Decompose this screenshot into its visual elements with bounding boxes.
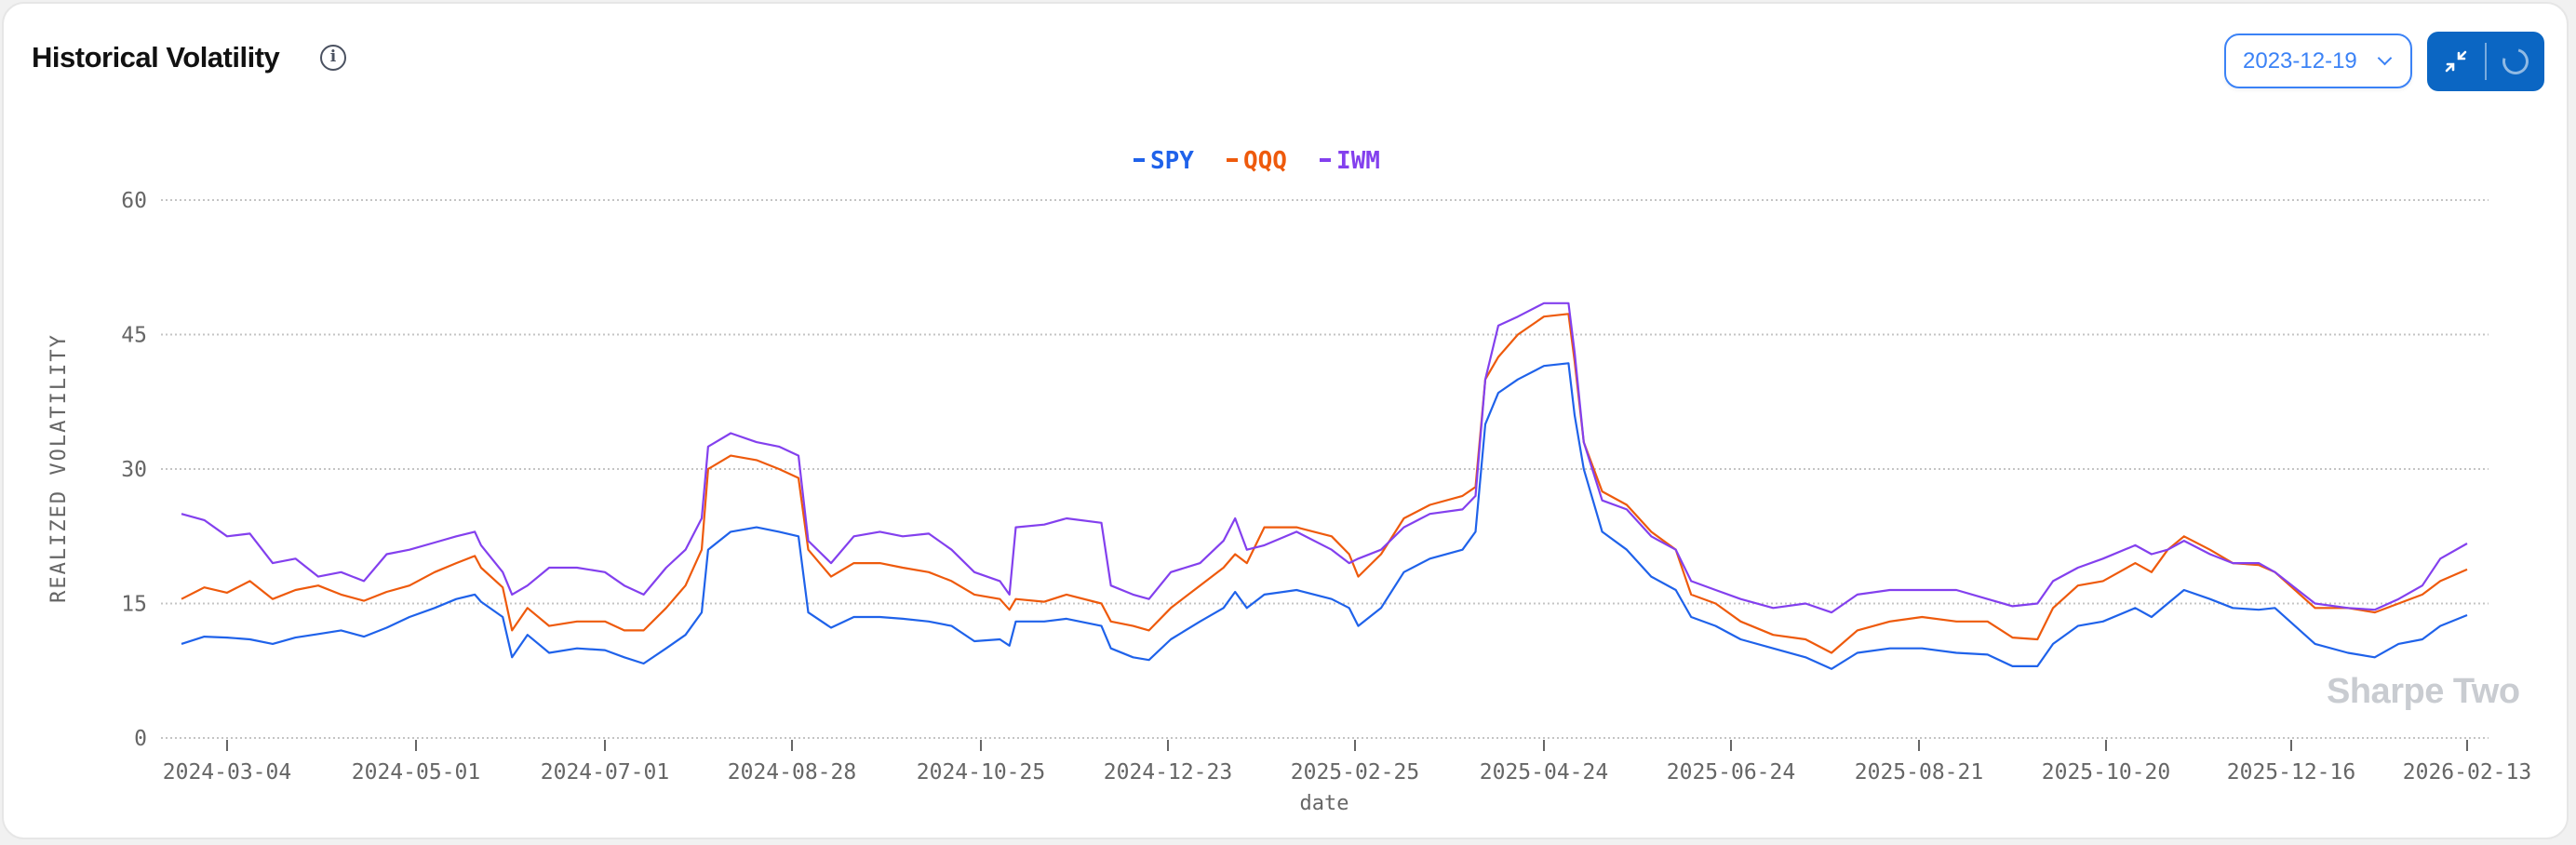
chart-action-buttons	[2427, 32, 2544, 91]
collapse-button[interactable]	[2427, 32, 2485, 91]
x-axis-label: date	[1300, 792, 1349, 815]
watermark: Sharpe Two	[2327, 672, 2520, 711]
x-tick-label: 2026-02-13	[2403, 760, 2531, 785]
x-tick-label: 2025-08-21	[1855, 760, 1983, 785]
page-title: Historical Volatility	[32, 41, 280, 74]
chart-legend: SPY QQQ IWM	[1134, 147, 1380, 175]
collapse-arrows-icon	[2445, 50, 2467, 73]
x-tick-label: 2024-03-04	[163, 760, 291, 785]
series-line-qqq	[181, 313, 2468, 654]
x-tick-label: 2024-07-01	[541, 760, 669, 785]
x-tick-label: 2024-12-23	[1104, 760, 1232, 785]
y-tick-label: 45	[121, 324, 147, 348]
button-divider	[2485, 43, 2487, 80]
x-tick-label: 2025-02-25	[1291, 760, 1419, 785]
x-tick-label: 2024-10-25	[917, 760, 1045, 785]
y-axis-label: REALIZED VOLATILITY	[47, 333, 71, 603]
x-axis-ticks: 2024-03-04 2024-05-01 2024-07-01 2024-08-28…	[163, 740, 2531, 785]
x-tick-label: 2024-05-01	[352, 760, 480, 785]
x-tick-label: 2025-06-24	[1667, 760, 1795, 785]
series-line-iwm	[181, 302, 2468, 614]
series-line-spy	[181, 362, 2468, 670]
x-tick-label: 2024-08-28	[728, 760, 856, 785]
y-tick-label: 60	[121, 189, 147, 213]
legend-item-spy[interactable]: SPY	[1150, 147, 1194, 175]
info-circle-icon[interactable]: i	[320, 45, 346, 71]
x-tick-label: 2025-04-24	[1480, 760, 1608, 785]
y-tick-label: 15	[121, 593, 147, 617]
grid-lines	[161, 199, 2489, 739]
series-lines	[181, 302, 2468, 670]
x-tick-label: 2025-12-16	[2227, 760, 2355, 785]
x-tick-label: 2025-10-20	[2042, 760, 2170, 785]
legend-item-qqq[interactable]: QQQ	[1243, 147, 1287, 175]
y-tick-label: 0	[134, 727, 147, 751]
y-tick-label: 30	[121, 458, 147, 482]
date-select[interactable]: 2023-12-19	[2224, 34, 2412, 88]
y-axis-ticks: 0 15 30 45 60	[121, 189, 147, 751]
date-select-value: 2023-12-19	[2243, 47, 2357, 74]
legend-item-iwm[interactable]: IWM	[1336, 147, 1380, 175]
